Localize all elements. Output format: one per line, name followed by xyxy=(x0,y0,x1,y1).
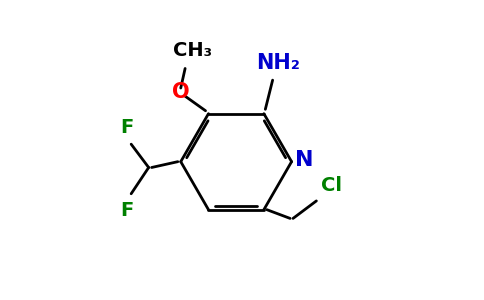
Text: CH₃: CH₃ xyxy=(173,41,212,60)
Text: NH₂: NH₂ xyxy=(257,53,301,73)
Text: F: F xyxy=(120,118,134,137)
Text: Cl: Cl xyxy=(321,176,342,195)
Text: O: O xyxy=(172,82,190,102)
Text: N: N xyxy=(295,150,314,170)
Text: F: F xyxy=(120,201,134,220)
